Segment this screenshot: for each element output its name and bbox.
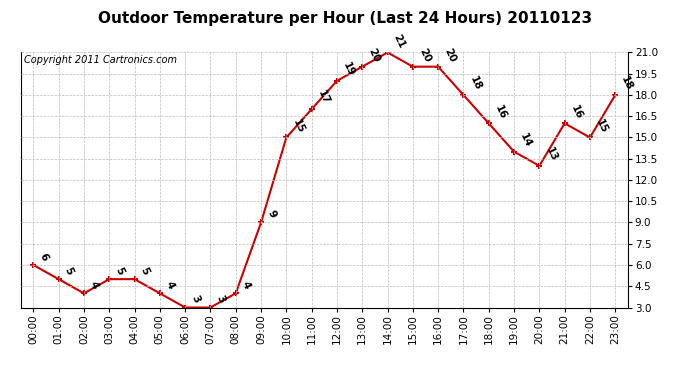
Text: 17: 17 (316, 89, 331, 106)
Text: 14: 14 (518, 131, 533, 149)
Text: 20: 20 (442, 46, 457, 64)
Text: 6: 6 (37, 251, 50, 262)
Text: 15: 15 (594, 117, 609, 135)
Text: 5: 5 (113, 266, 126, 276)
Text: 5: 5 (139, 266, 151, 276)
Text: 4: 4 (164, 280, 176, 291)
Text: 15: 15 (290, 117, 306, 135)
Text: 18: 18 (620, 75, 635, 92)
Text: 3: 3 (189, 294, 201, 305)
Text: 5: 5 (63, 266, 75, 276)
Text: 4: 4 (88, 280, 100, 291)
Text: Copyright 2011 Cartronics.com: Copyright 2011 Cartronics.com (23, 55, 177, 65)
Text: 21: 21 (392, 32, 407, 50)
Text: 20: 20 (417, 46, 432, 64)
Text: 18: 18 (468, 75, 483, 92)
Text: 3: 3 (215, 294, 227, 305)
Text: Outdoor Temperature per Hour (Last 24 Hours) 20110123: Outdoor Temperature per Hour (Last 24 Ho… (98, 11, 592, 26)
Text: 13: 13 (544, 146, 559, 163)
Text: 16: 16 (493, 103, 508, 120)
Text: 9: 9 (265, 209, 277, 220)
Text: 19: 19 (341, 61, 356, 78)
Text: 4: 4 (240, 280, 252, 291)
Text: 16: 16 (569, 103, 584, 120)
Text: 20: 20 (366, 46, 382, 64)
